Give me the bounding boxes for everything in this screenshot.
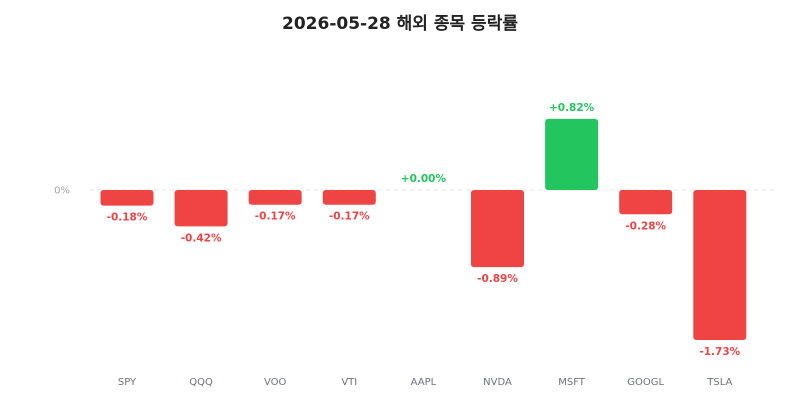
data-label-vti: -0.17% (329, 211, 370, 223)
category-label-googl: GOOGL (627, 377, 664, 388)
category-label-nvda: NVDA (483, 377, 512, 388)
data-label-googl: -0.28% (625, 220, 666, 232)
data-label-qqq: -0.42% (181, 232, 222, 244)
bar-nvda (471, 190, 524, 268)
y-tick-label: 0% (54, 186, 70, 197)
bar-spy (100, 190, 154, 206)
category-label-vti: VTI (341, 377, 357, 388)
category-label-msft: MSFT (558, 377, 586, 388)
bar-voo (248, 190, 302, 205)
category-label-tsla: TSLA (706, 377, 732, 388)
bar-qqq (174, 190, 228, 227)
chart-title: 2026-05-28 해외 종목 등락률 (282, 14, 518, 34)
data-label-voo: -0.17% (255, 211, 296, 223)
category-label-spy: SPY (118, 377, 137, 388)
bar-vti (322, 190, 376, 205)
data-label-msft: +0.82% (549, 102, 595, 114)
data-label-aapl: +0.00% (401, 173, 447, 185)
data-label-tsla: -1.73% (699, 346, 740, 358)
category-label-aapl: AAPL (411, 377, 437, 388)
data-label-nvda: -0.89% (477, 273, 518, 285)
category-label-qqq: QQQ (189, 377, 213, 388)
bar-tsla (693, 190, 747, 340)
bar-googl (619, 190, 673, 215)
category-label-voo: VOO (264, 377, 287, 388)
data-label-spy: -0.18% (107, 212, 148, 224)
bar-msft (545, 118, 599, 190)
